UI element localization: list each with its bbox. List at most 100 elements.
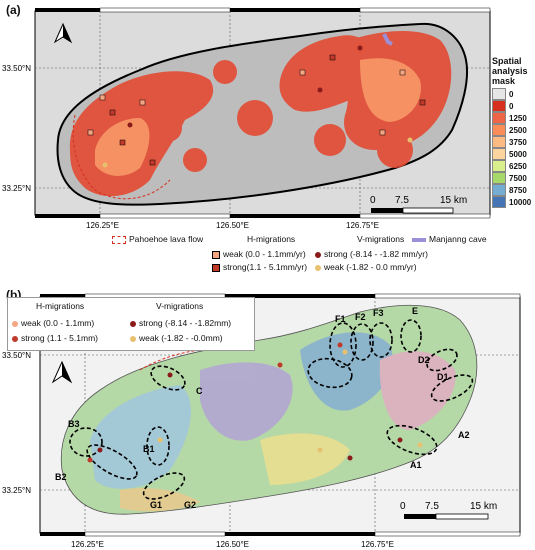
lat-label-b-1: 33.50°N bbox=[2, 351, 31, 360]
lava-flow-a bbox=[72, 114, 171, 200]
panel-a-heat bbox=[69, 30, 452, 197]
legend-cave: Manjanng cave bbox=[412, 234, 487, 244]
zone-label-d2: D2 bbox=[418, 355, 430, 365]
zone-ellipse-b2 bbox=[86, 444, 138, 480]
panel-a-legend: Pahoehoe lava flow H-migrations weak (0.… bbox=[112, 232, 532, 284]
mask-legend-swatch bbox=[492, 160, 506, 172]
mask-legend-label: 2500 bbox=[509, 125, 527, 135]
zone-ellipse-g bbox=[142, 472, 186, 500]
mask-legend-swatch bbox=[492, 100, 506, 112]
zone-label-b2: B2 bbox=[55, 472, 67, 482]
zone-label-e: E bbox=[412, 306, 418, 316]
lon-label-a-3: 126.75°E bbox=[346, 221, 379, 230]
legend-b-h-title: H-migrations bbox=[36, 301, 85, 311]
scale-a-1: 7.5 bbox=[395, 195, 409, 206]
zone-labels: F1 F2 F3 E D2 D1 C B3 B1 B2 G1 G2 A2 A1 bbox=[55, 306, 470, 510]
zone-label-c: C bbox=[196, 386, 203, 396]
panel-a-frame-bar bbox=[35, 7, 491, 219]
panel-a-label: (a) bbox=[6, 3, 21, 17]
lat-label-a-1: 33.50°N bbox=[2, 64, 31, 73]
mask-legend-swatch bbox=[492, 124, 506, 136]
mask-legend-title-2: analysis bbox=[492, 66, 528, 76]
zone-ellipse-d2 bbox=[426, 348, 458, 372]
mask-legend-label: 6250 bbox=[509, 161, 527, 171]
panel-a-markers bbox=[87, 45, 426, 168]
mask-legend-entry: 8750 bbox=[492, 184, 534, 196]
legend-a-h-title: H-migrations bbox=[247, 234, 296, 244]
mask-legend-entry: 5000 bbox=[492, 148, 534, 160]
mask-legend-swatch bbox=[492, 112, 506, 124]
panel-b-zones-colors bbox=[90, 332, 456, 512]
zone-ellipse-b1 bbox=[146, 426, 170, 466]
lat-label-a-2: 33.25°N bbox=[2, 184, 31, 193]
mask-legend-entry: 0 bbox=[492, 100, 534, 112]
zone-ellipse-center-east bbox=[307, 357, 353, 389]
mask-legend-swatch bbox=[492, 184, 506, 196]
scale-a-0: 0 bbox=[370, 195, 376, 206]
panel-b-frame-bar bbox=[40, 293, 521, 537]
mask-legend-title-3: mask bbox=[492, 76, 516, 86]
zone-ellipse-b3 bbox=[69, 427, 103, 457]
panel-b-markers bbox=[87, 342, 423, 463]
zone-ellipse-f2 bbox=[350, 323, 374, 361]
zone-label-b1: B1 bbox=[143, 444, 155, 454]
lon-label-a-1: 126.25°E bbox=[86, 221, 119, 230]
mask-legend-swatch bbox=[492, 136, 506, 148]
legend-b-v-weak: weak (-1.82 - -0.0mm) bbox=[130, 333, 223, 343]
mask-legend-swatch bbox=[492, 148, 506, 160]
zone-ellipse-a2 bbox=[386, 424, 438, 456]
mask-legend-label: 8750 bbox=[509, 185, 527, 195]
scale-bar-b: 0 7.5 15 km bbox=[400, 501, 497, 520]
north-arrow-b-icon bbox=[51, 360, 73, 384]
zone-ellipse-e bbox=[400, 319, 422, 353]
mask-legend-label: 3750 bbox=[509, 137, 527, 147]
legend-a-v-title: V-migrations bbox=[357, 234, 405, 244]
legend-b-v-title: V-migrations bbox=[156, 301, 204, 311]
north-arrow-icon bbox=[53, 22, 73, 44]
manjanng-cave-a bbox=[382, 33, 393, 46]
mask-legend-label: 1250 bbox=[509, 113, 527, 123]
zone-label-b3: B3 bbox=[68, 419, 80, 429]
zone-label-f1: F1 bbox=[335, 314, 346, 324]
mask-legend-entry: 1250 bbox=[492, 112, 534, 124]
mask-legend-label: 10000 bbox=[509, 197, 532, 207]
mask-legend-label: 5000 bbox=[509, 149, 527, 159]
zone-ellipse-d1 bbox=[430, 374, 474, 402]
zone-label-a2: A2 bbox=[458, 430, 470, 440]
mask-legend-swatch bbox=[492, 172, 506, 184]
legend-a-v-weak: weak (-1.82 - 0.0 mm/yr) bbox=[315, 262, 417, 272]
mask-legend: Spatial analysis mask 0 0 1250 2500 3750 5000… bbox=[492, 56, 534, 208]
mask-legend-title-1: Spatial bbox=[492, 56, 522, 66]
mask-legend-label: 0 bbox=[509, 89, 514, 99]
panel-b-map[interactable]: F1 F2 F3 E D2 D1 C B3 B1 B2 G1 G2 A2 A1 … bbox=[0, 290, 535, 550]
scale-b-0: 0 bbox=[400, 501, 406, 512]
panel-b-legend: H-migrations weak (0.0 - 1.1mm) strong (… bbox=[7, 297, 255, 351]
zone-label-f3: F3 bbox=[373, 308, 384, 318]
zone-ellipse-f3 bbox=[369, 322, 393, 358]
legend-a-h-weak: weak (0.0 - 1.1mm/yr) bbox=[212, 249, 306, 259]
panel-a-map[interactable]: 33.50°N 33.25°N 126.25°E 126.50°E 126.75… bbox=[0, 0, 535, 230]
legend-b-h-weak: weak (0.0 - 1.1mm) bbox=[12, 318, 94, 328]
zone-ellipses bbox=[69, 319, 474, 500]
mask-legend-entry: 6250 bbox=[492, 160, 534, 172]
zone-label-g1: G1 bbox=[150, 500, 162, 510]
mask-legend-swatch bbox=[492, 88, 506, 100]
scale-bar-a: 0 7.5 15 km bbox=[370, 195, 467, 214]
lon-label-b-3: 126.75°E bbox=[361, 540, 394, 549]
lon-label-b-2: 126.50°E bbox=[216, 540, 249, 549]
mask-legend-entry: 7500 bbox=[492, 172, 534, 184]
legend-b-h-strong: strong (1.1 - 5.1mm) bbox=[12, 333, 98, 343]
zone-label-a1: A1 bbox=[410, 460, 422, 470]
legend-lava-flow: Pahoehoe lava flow bbox=[112, 234, 203, 244]
mask-legend-entry: 3750 bbox=[492, 136, 534, 148]
mask-legend-entry: 0 bbox=[492, 88, 534, 100]
scale-b-1: 7.5 bbox=[425, 501, 439, 512]
mask-legend-entry: 10000 bbox=[492, 196, 534, 208]
legend-a-v-strong: strong (-8.14 - -1.82 mm/yr) bbox=[315, 249, 428, 259]
scale-a-2: 15 km bbox=[440, 195, 467, 206]
mask-legend-entry: 2500 bbox=[492, 124, 534, 136]
zone-label-d1: D1 bbox=[437, 372, 449, 382]
legend-b-v-strong: strong (-8.14 - -1.82mm) bbox=[130, 318, 231, 328]
zone-ellipse-f1 bbox=[329, 322, 357, 368]
zone-label-f2: F2 bbox=[355, 312, 366, 322]
